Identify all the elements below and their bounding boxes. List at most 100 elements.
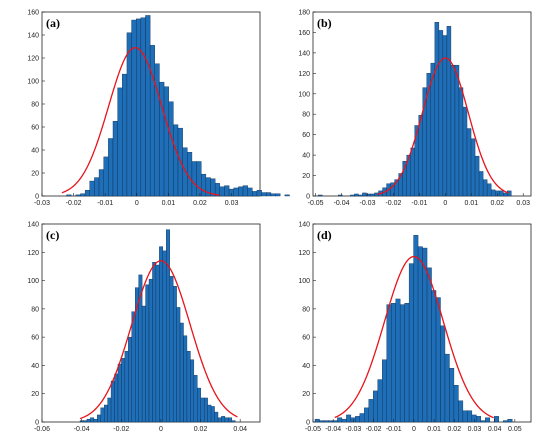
histogram-bar — [482, 179, 488, 197]
x-tick-label: -0.04 — [74, 426, 90, 433]
histogram-bar — [319, 420, 325, 423]
histogram-bar — [490, 189, 496, 197]
y-tick-label: 160 — [27, 10, 39, 17]
histogram-bar — [431, 290, 437, 423]
x-tick-label: 0.02 — [193, 200, 207, 207]
histogram-bar — [422, 247, 428, 423]
y-tick-label: 60 — [302, 132, 310, 139]
histogram-bar — [450, 64, 456, 197]
histogram-bar — [172, 286, 177, 423]
histogram-bar — [221, 416, 226, 423]
histogram-bar — [426, 267, 432, 423]
histogram-bar — [238, 186, 244, 197]
histogram-bar — [190, 359, 195, 423]
histogram-panel: -0.05 -0.04 -0.03 -0.02 -0.01 0 0.01 0.02 0.03 0 2… — [298, 10, 532, 207]
histogram-bar — [284, 194, 290, 197]
histogram-bar — [148, 278, 153, 423]
histogram-bar — [112, 121, 118, 197]
histogram-bar — [471, 414, 477, 423]
x-tick-label: -0.03 — [360, 200, 376, 207]
histogram-bar — [110, 380, 115, 423]
y-tick-label: 0 — [306, 420, 310, 427]
histogram-bar — [166, 229, 170, 423]
y-tick-label: 120 — [27, 250, 39, 257]
histogram-bar — [173, 124, 179, 197]
y-tick-label: 100 — [27, 79, 39, 86]
x-tick-label: -0.04 — [325, 426, 341, 433]
histogram-bar — [210, 406, 215, 423]
x-tick-label: -0.02 — [385, 200, 401, 207]
histogram-bar — [442, 35, 448, 197]
histogram-bar — [94, 177, 100, 197]
histogram-bar — [75, 194, 81, 197]
histogram-bar — [317, 194, 323, 197]
histogram-bar — [503, 192, 508, 197]
histogram-panel: -0.06 -0.04 -0.02 0 0.02 0.04 0 20 40 60 80 100 120 1… — [27, 222, 261, 433]
y-tick-label: 60 — [31, 335, 39, 342]
y-tick-label: 100 — [298, 91, 310, 98]
histogram-bar — [155, 264, 160, 423]
histogram-bar — [136, 18, 142, 197]
histogram-bar — [275, 193, 281, 197]
histogram-bar — [408, 263, 414, 423]
histogram-bar — [391, 303, 396, 423]
histogram-bar — [478, 171, 484, 197]
x-tick-label: -0.05 — [305, 426, 321, 433]
histogram-bar — [176, 307, 181, 423]
histogram-panel: -0.03 -0.02 -0.01 0 0.01 0.02 0.03 0 20 40 60 80 100… — [27, 10, 290, 207]
histogram-bar — [382, 359, 387, 423]
histogram-bar — [266, 192, 272, 197]
x-tick-label: -0.02 — [366, 426, 382, 433]
histogram-bar — [350, 194, 355, 197]
histogram-bar — [203, 397, 208, 423]
y-tick-label: 120 — [298, 250, 310, 257]
histogram-bar — [179, 322, 184, 423]
x-tick-label: 0.04 — [488, 426, 502, 433]
histogram-bar — [191, 161, 197, 197]
histogram-bar — [341, 418, 347, 423]
panel-label: (c) — [46, 228, 59, 242]
histogram-bar — [141, 305, 146, 423]
histogram-bar — [476, 416, 482, 423]
histogram-bar — [169, 276, 174, 423]
histogram-bar — [470, 138, 476, 197]
histogram-bar — [399, 304, 405, 423]
histogram-bar — [368, 399, 374, 423]
histogram-bar — [440, 325, 446, 423]
normal-fit-curve — [334, 255, 494, 419]
histogram-bar — [462, 410, 468, 423]
y-tick-label: 20 — [302, 173, 310, 180]
histogram-bar — [377, 379, 383, 423]
histogram-bar — [507, 418, 513, 423]
y-tick-label: 20 — [31, 171, 39, 178]
histogram-bar — [449, 368, 455, 423]
histogram-bar — [438, 30, 444, 197]
normal-fit-curve — [79, 260, 238, 420]
histogram-bar — [503, 420, 508, 423]
histogram-bar — [100, 407, 105, 423]
histogram-bar — [359, 413, 365, 423]
histogram-bar — [80, 193, 86, 197]
y-tick-label: 80 — [31, 306, 39, 313]
histogram-bar — [117, 363, 122, 423]
histogram-bar — [256, 190, 262, 197]
histogram-bar — [418, 115, 423, 197]
histogram-bar — [90, 417, 95, 423]
y-tick-label: 140 — [27, 33, 39, 40]
histogram-bar — [261, 192, 267, 197]
histogram-bar — [197, 387, 201, 423]
panel-label: (d) — [317, 228, 332, 242]
histogram-bar — [233, 187, 239, 197]
x-tick-label: 0.02 — [447, 426, 461, 433]
histogram-bar — [354, 193, 359, 197]
normal-fit-curve — [377, 57, 509, 195]
x-tick-label: -0.01 — [386, 426, 402, 433]
x-tick-label: -0.03 — [345, 426, 361, 433]
histogram-bar — [231, 420, 236, 423]
histogram-bar — [128, 336, 132, 423]
histogram-bar — [207, 404, 212, 423]
histogram-bar — [66, 194, 72, 197]
histogram-bar — [145, 284, 150, 423]
y-tick-label: 0 — [35, 194, 39, 201]
